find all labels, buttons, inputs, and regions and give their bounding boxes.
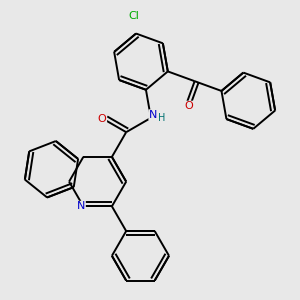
Text: N: N <box>149 110 157 120</box>
Text: O: O <box>98 113 106 124</box>
Text: H: H <box>158 113 165 123</box>
Text: N: N <box>77 201 85 211</box>
Text: Cl: Cl <box>128 11 139 22</box>
Text: O: O <box>184 101 193 111</box>
